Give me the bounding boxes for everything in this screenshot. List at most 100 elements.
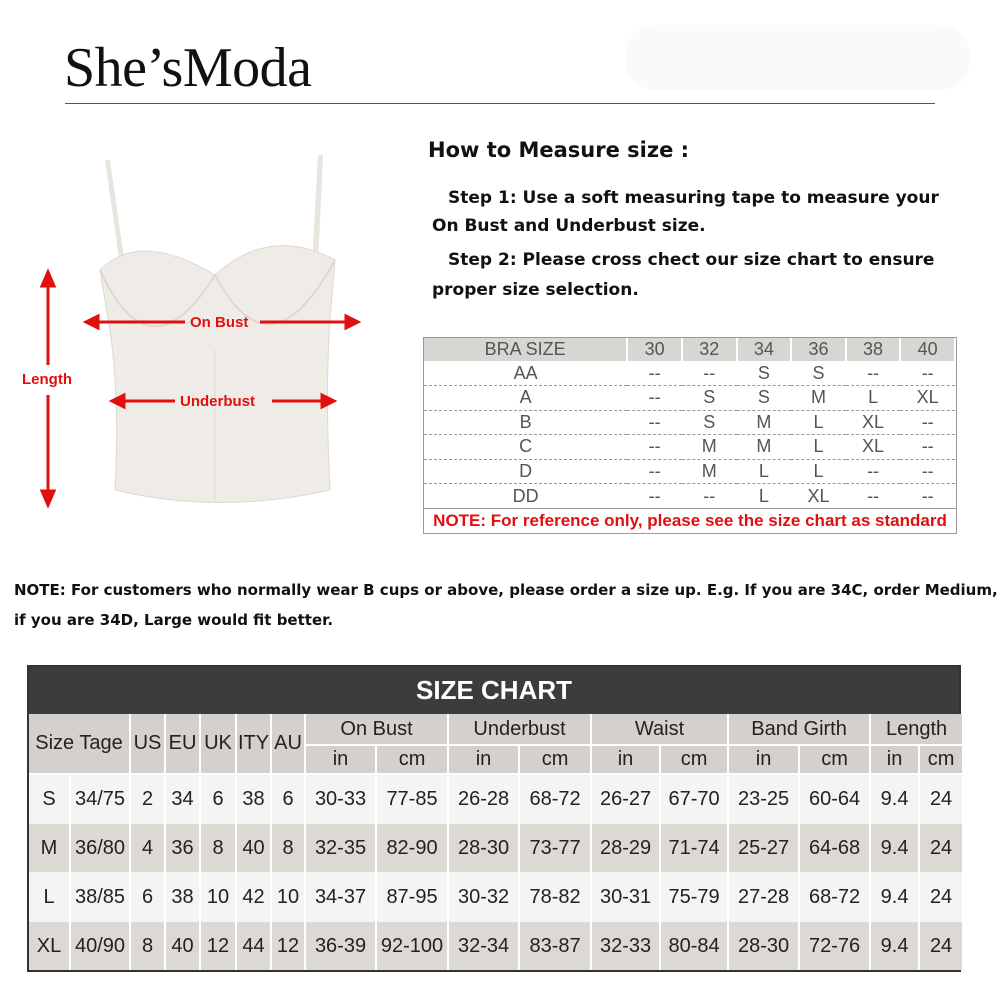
size-chart-cell: 77-85 (376, 774, 450, 824)
bra-table-note: NOTE: For reference only, please see the… (424, 508, 956, 533)
bra-cell: -- (845, 459, 901, 484)
bra-table-row: DD -- -- L XL -- -- (424, 484, 955, 509)
bra-cell: D (424, 459, 628, 484)
bra-cell: S (736, 361, 792, 386)
bra-cell: M (681, 459, 737, 484)
bra-cell: -- (703, 485, 716, 506)
unit-header: cm (660, 745, 730, 775)
size-chart-cell: 12 (200, 922, 238, 970)
unit-header: in (870, 745, 921, 775)
bra-cell: L (736, 459, 792, 484)
size-chart-cell: 28-30 (728, 922, 801, 970)
step1-line1: Step 1: Use a soft measuring tape to mea… (448, 188, 939, 208)
size-chart-cell: 30-33 (305, 774, 378, 824)
bra-table-row: C -- M M L XL -- (424, 434, 955, 460)
bra-cell: M (736, 410, 792, 435)
size-chart-cell: 30-32 (448, 872, 521, 922)
size-chart-cell: 68-72 (519, 774, 593, 824)
size-chart-cell: 4 (130, 824, 167, 872)
bra-cell: S (681, 385, 737, 411)
bra-cell: -- (681, 361, 737, 386)
bra-cell: -- (867, 485, 880, 506)
bra-cell: -- (627, 410, 682, 435)
size-chart-cell: 64-68 (799, 824, 872, 872)
size-chart-cell: 87-95 (376, 872, 450, 922)
size-chart-row: M 36/80 4 36 8 40 8 32-35 82-90 28-30 73-77 28-29 71… (29, 824, 965, 872)
size-chart-cell: 30-31 (591, 872, 662, 922)
bra-header-cell: 30 (627, 338, 683, 361)
bra-cell: L (791, 434, 846, 460)
bra-cell: S (791, 361, 846, 386)
size-chart-title: SIZE CHART (29, 667, 959, 714)
note-line2: if you are 34D, Large would fit better. (14, 611, 334, 629)
size-chart-cell: 25-27 (728, 824, 801, 872)
size-tage-header: Size Tage (29, 714, 132, 775)
unit-header: in (305, 745, 378, 775)
size-chart-cell: 34-37 (305, 872, 378, 922)
size-chart-cell: 36-39 (305, 922, 378, 970)
divider (65, 103, 935, 104)
unit-header: cm (919, 745, 965, 775)
bustier-illustration (39, 155, 362, 509)
size-chart-cell: 8 (271, 824, 307, 872)
size-chart-cell: 12 (271, 922, 307, 970)
size-chart-cell: 9.4 (870, 922, 921, 970)
measurement-arrows (39, 268, 362, 509)
size-chart-cell: 24 (919, 824, 965, 872)
step1-line2: On Bust and Underbust size. (432, 216, 706, 236)
size-chart-cell: 28-30 (448, 824, 521, 872)
bra-cell: XL (845, 434, 901, 460)
size-chart-cell: S (29, 774, 71, 824)
bra-cell: -- (921, 485, 934, 506)
size-chart-cell: 92-100 (376, 922, 450, 970)
bra-cell: -- (627, 361, 682, 386)
size-chart-cell: 68-72 (799, 872, 872, 922)
bra-cell: -- (627, 434, 682, 460)
unit-header: cm (799, 745, 872, 775)
bra-table-row: D -- M L L -- -- (424, 459, 955, 484)
size-chart-cell: 10 (200, 872, 238, 922)
bra-cell: -- (845, 361, 901, 386)
bra-cell: L (758, 485, 769, 506)
size-chart-cell: 28-29 (591, 824, 662, 872)
bra-table-row: B -- S M L XL -- (424, 410, 955, 435)
unit-header: in (728, 745, 801, 775)
size-chart-cell: 34 (165, 774, 202, 824)
size-chart-cell: 9.4 (870, 774, 921, 824)
size-chart-cell: 9.4 (870, 824, 921, 872)
size-chart-cell: 34/75 (70, 774, 132, 824)
measure-group-header: Waist (591, 714, 730, 746)
size-chart-cell: 9.4 (870, 872, 921, 922)
bra-cell: DD (512, 485, 539, 506)
bra-table-row: AA -- -- S S -- -- (424, 361, 955, 386)
size-chart-cell: 40/90 (70, 922, 132, 970)
size-chart-cell: 2 (130, 774, 167, 824)
size-chart-cell: M (29, 824, 71, 872)
size-chart-cell: 32-34 (448, 922, 521, 970)
size-chart-cell: 38 (236, 774, 273, 824)
size-chart-cell: 60-64 (799, 774, 872, 824)
size-chart: SIZE CHART Size Tage US EU UK ITY AU On Bust Un… (27, 665, 965, 972)
country-header: EU (165, 714, 202, 775)
note-line1: NOTE: For customers who normally wear B … (14, 581, 998, 599)
size-chart-cell: 80-84 (660, 922, 730, 970)
step2-line2: proper size selection. (432, 280, 639, 300)
size-chart-cell: 32-33 (591, 922, 662, 970)
bra-cell: L (791, 410, 846, 435)
bra-header-cell: 36 (791, 338, 847, 361)
bra-cell: L (845, 385, 901, 411)
decorative-shape (625, 25, 970, 90)
underbust-label: Underbust (180, 393, 255, 410)
size-chart-cell: 26-28 (448, 774, 521, 824)
size-chart-cell: 26-27 (591, 774, 662, 824)
size-chart-cell: 42 (236, 872, 273, 922)
size-chart-cell: 72-76 (799, 922, 872, 970)
measure-group-header: Length (870, 714, 965, 746)
size-chart-cell: L (29, 872, 71, 922)
size-chart-cell: 75-79 (660, 872, 730, 922)
size-chart-cell: 6 (200, 774, 238, 824)
length-label: Length (22, 371, 72, 388)
bra-size-table: BRA SIZE 30 32 34 36 38 40 AA -- -- S S -- -- A -- S S M L X… (423, 337, 957, 534)
bra-header-cell: BRA SIZE (424, 338, 629, 361)
bra-cell: XL (900, 385, 955, 411)
